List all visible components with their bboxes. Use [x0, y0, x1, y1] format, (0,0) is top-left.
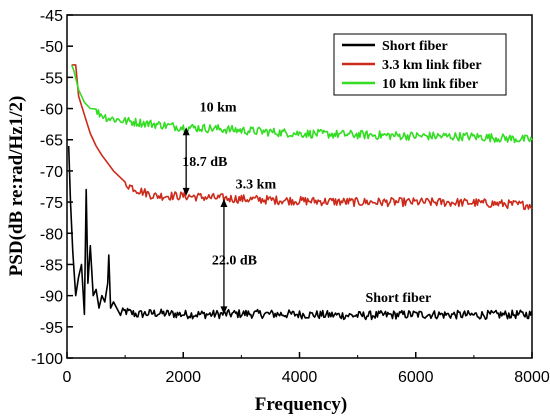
y-tick-label: -100 [31, 351, 63, 368]
annotation-label-4: 22.0 dB [212, 253, 257, 268]
y-tick-label: -85 [40, 257, 63, 274]
legend-label-3-3km: 3.3 km link fiber [382, 58, 482, 73]
gap-arrow-head-top-0 [182, 127, 190, 136]
legend: Short fiber 3.3 km link fiber 10 km link… [333, 33, 507, 96]
legend-label-short-fiber: Short fiber [382, 39, 448, 54]
y-tick-label: -95 [40, 320, 63, 337]
x-tick-label: 8000 [514, 369, 550, 386]
y-tick-label: -75 [40, 195, 63, 212]
y-tick-label: -45 [40, 8, 63, 25]
x-tick-label: 4000 [282, 369, 318, 386]
gap-arrow-head-top-1 [220, 198, 228, 207]
gap-arrow-head-bottom-1 [220, 306, 228, 315]
arrows-layer [182, 127, 228, 315]
series-layer [67, 64, 533, 321]
annotation-label-2: Short fiber [365, 291, 431, 306]
y-tick-label: -60 [40, 102, 63, 119]
y-tick-label: -55 [40, 70, 63, 87]
series-line-1 [71, 64, 533, 211]
y-tick-label: -90 [40, 289, 63, 306]
annotations-layer: 10 km 3.3 km Short fiber 18.7 dB 22.0 dB [182, 101, 431, 306]
ticks-layer: 0 2000 4000 6000 8000 -100 -95 -90 -85 -80 -75 -70 -… [31, 8, 550, 386]
annotation-label-1: 3.3 km [236, 177, 277, 192]
series-line-0 [67, 145, 533, 321]
y-axis-title: PSD(dB re:rad/Hz1/2) [6, 96, 27, 277]
legend-label-10km: 10 km link fiber [382, 77, 478, 92]
gap-arrow-head-bottom-0 [182, 187, 190, 196]
annotation-label-3: 18.7 dB [182, 155, 227, 170]
x-tick-label: 0 [63, 369, 72, 386]
x-axis-title: Frequency) [255, 394, 348, 415]
y-tick-label: -80 [40, 226, 63, 243]
y-tick-label: -50 [40, 39, 63, 56]
y-tick-label: -70 [40, 164, 63, 181]
x-tick-label: 2000 [165, 369, 201, 386]
series-line-2 [70, 64, 533, 144]
annotation-label-0: 10 km [200, 101, 237, 116]
y-tick-label: -65 [40, 133, 63, 150]
x-tick-label: 6000 [398, 369, 434, 386]
